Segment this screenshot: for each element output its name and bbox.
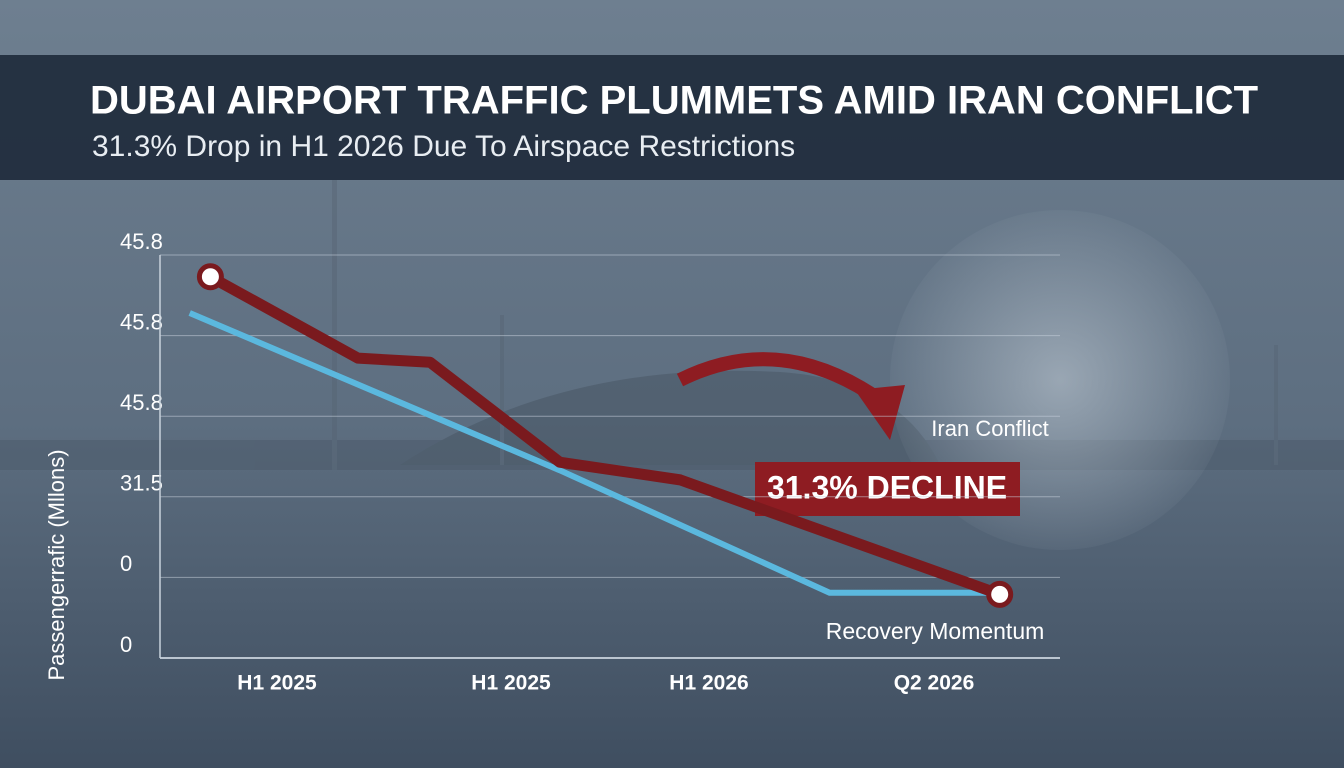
- x-tick-label: H1 2026: [669, 672, 748, 695]
- header-band: [0, 55, 1344, 180]
- series-line: [188, 310, 1000, 596]
- title: DUBAI AIRPORT TRAFFIC PLUMMETS AMID IRAN…: [90, 79, 1258, 123]
- series-line: [207, 271, 1002, 600]
- y-tick-label: 45.8: [120, 229, 163, 254]
- point-marker: [986, 580, 1014, 608]
- arrow: [676, 352, 885, 406]
- subtitle: 31.3% Drop in H1 2026 Due To Airspace Re…: [92, 130, 795, 163]
- y-tick-label: 31.5: [120, 471, 163, 496]
- x-tick-label: Q2 2026: [894, 672, 975, 695]
- annotation: Iran Conflict: [931, 416, 1048, 441]
- point-marker: [196, 263, 224, 291]
- y-axis-label: Passengerrafic (Mllons): [44, 449, 69, 680]
- decline-box: [755, 462, 1020, 516]
- y-tick-label: 45.8: [120, 309, 163, 334]
- annotation: Recovery Momentum: [826, 618, 1045, 644]
- y-tick-label: 0: [120, 632, 132, 657]
- x-tick-label: H1 2025: [471, 672, 551, 695]
- decline-label: 31.3% DECLINE: [767, 469, 1007, 505]
- y-tick-label: 0: [120, 551, 132, 576]
- y-tick-label: 45.8: [120, 390, 163, 415]
- arrow-head: [855, 385, 905, 440]
- x-tick-label: H1 2025: [237, 672, 317, 695]
